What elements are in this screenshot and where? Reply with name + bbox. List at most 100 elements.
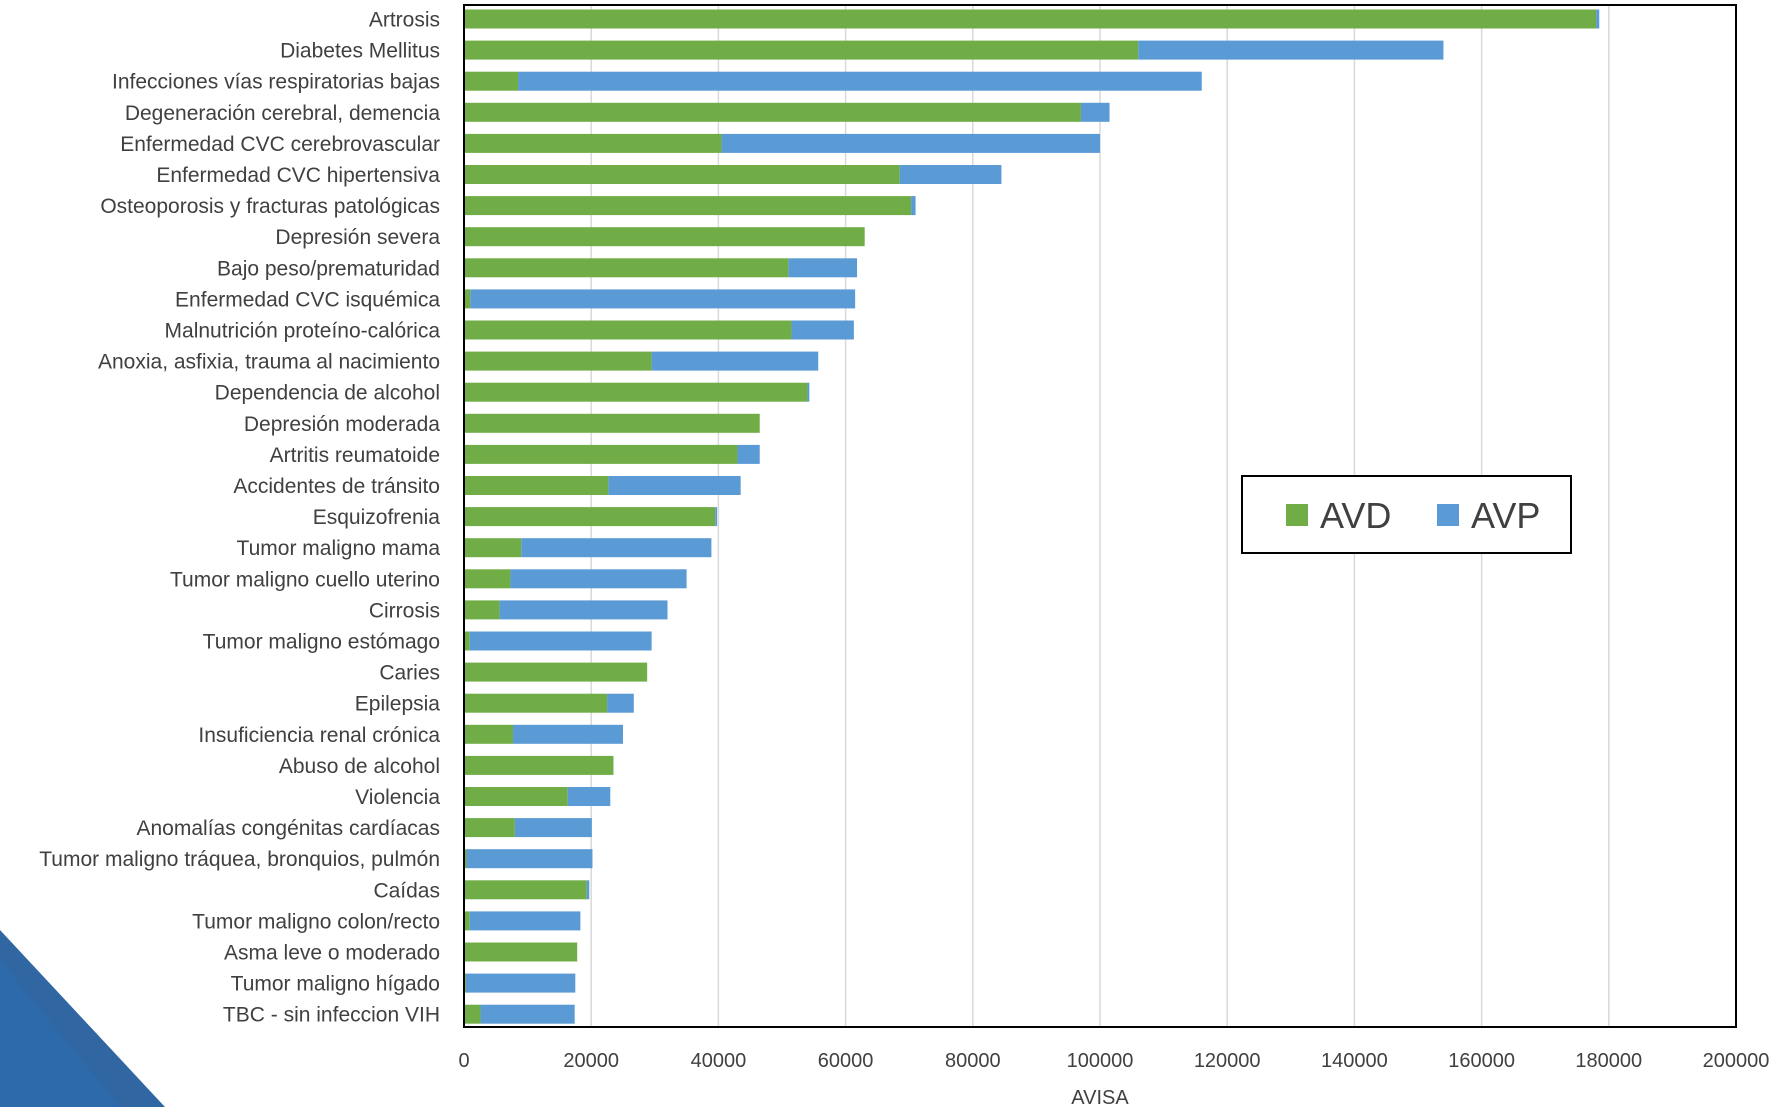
category-label: Degeneración cerebral, demencia	[125, 102, 441, 125]
x-tick-label: 160000	[1448, 1050, 1515, 1072]
category-label: Accidentes de tránsito	[233, 475, 440, 498]
category-label: Asma leve o moderado	[224, 942, 440, 965]
x-tick-label: 140000	[1321, 1050, 1388, 1072]
bar-segment-avd	[464, 351, 652, 371]
category-label: Tumor maligno hígado	[231, 973, 440, 996]
bar-segment-avd	[464, 755, 614, 775]
bar-segment-avp	[737, 444, 760, 464]
bar-segment-avd	[464, 818, 515, 838]
bar-segment-avd	[464, 413, 760, 433]
bar-segment-avp	[911, 196, 916, 216]
bar-segment-avd	[464, 787, 568, 806]
category-label: Diabetes Mellitus	[280, 40, 440, 63]
x-tick-label: 120000	[1194, 1050, 1261, 1072]
x-tick-label: 180000	[1575, 1050, 1642, 1072]
category-label: Infecciones vías respiratorias bajas	[112, 71, 440, 94]
category-label: Depresión moderada	[244, 413, 440, 436]
bar-segment-avd	[464, 538, 522, 558]
bar-segment-avd	[464, 289, 471, 309]
x-tick-label: 20000	[563, 1050, 619, 1072]
category-label: Anomalías congénitas cardíacas	[136, 817, 440, 840]
category-label: Tumor maligno tráquea, bronquios, pulmón	[39, 848, 440, 871]
category-label: Enfermedad CVC hipertensiva	[156, 164, 440, 187]
category-label: TBC - sin infeccion VIH	[223, 1004, 440, 1027]
bar-segment-avd	[464, 9, 1597, 29]
bar-segment-avp	[567, 787, 611, 806]
bar-segment-avd	[464, 444, 738, 464]
bar-segment-avd	[464, 227, 865, 247]
legend-swatch-avp	[1437, 504, 1459, 526]
category-label: Depresión severa	[275, 226, 440, 249]
bar-segment-avd	[464, 71, 519, 91]
bar-segment-avp	[807, 382, 810, 402]
bar-segment-avd	[464, 911, 470, 931]
legend: AVD AVP	[1241, 475, 1572, 554]
bars	[464, 9, 1600, 1024]
category-label: Caries	[379, 662, 440, 685]
category-label: Osteoporosis y fracturas patológicas	[100, 195, 440, 218]
bar-segment-avd	[464, 258, 789, 278]
category-label: Epilepsia	[355, 693, 441, 716]
bar-segment-avp	[1138, 40, 1444, 60]
bar-segment-avp	[469, 911, 581, 931]
bar-segment-avd	[464, 880, 587, 900]
category-label: Tumor maligno mama	[237, 537, 441, 560]
bar-segment-avp	[499, 600, 668, 620]
bar-segment-avd	[464, 40, 1139, 60]
legend-swatch-avd	[1286, 504, 1308, 526]
category-labels: Artrosis Diabetes Mellitus Infecciones vía…	[39, 9, 440, 1027]
bar-segment-avp	[715, 507, 718, 527]
legend-label-avp: AVP	[1471, 495, 1540, 536]
bar-segment-avd	[464, 1004, 481, 1024]
x-tick-label: 40000	[691, 1050, 747, 1072]
bar-segment-avp	[480, 1004, 575, 1024]
bar-segment-avp	[899, 165, 1002, 184]
bar-segment-avp	[788, 258, 858, 278]
bar-segment-avp	[510, 569, 687, 589]
category-label: Dependencia de alcohol	[215, 382, 440, 405]
bar-segment-avp	[518, 71, 1202, 91]
category-label: Violencia	[355, 786, 440, 809]
legend-label-avd: AVD	[1320, 495, 1391, 536]
x-tick-label: 100000	[1067, 1050, 1134, 1072]
category-label: Esquizofrenia	[313, 506, 441, 529]
bar-segment-avd	[464, 382, 808, 402]
plot-area-border	[463, 4, 1737, 1028]
x-tick-label: 0	[458, 1050, 469, 1072]
bar-segment-avd	[464, 693, 608, 713]
category-label: Abuso de alcohol	[279, 755, 440, 778]
x-tick-label: 60000	[818, 1050, 874, 1072]
bar-segment-avd	[464, 942, 578, 962]
bar-segment-avp	[607, 693, 634, 713]
x-axis-tick-labels: 0 20000 40000 60000 80000 100000 120000 140000 1…	[458, 1050, 1769, 1072]
category-label: Cirrosis	[369, 599, 440, 622]
category-label: Artritis reumatoide	[270, 444, 440, 467]
bar-segment-avd	[464, 600, 500, 620]
bar-segment-avd	[464, 507, 716, 527]
bar-segment-avd	[464, 165, 900, 184]
bar-segment-avp	[512, 724, 623, 744]
category-label: Bajo peso/prematuridad	[217, 257, 440, 280]
category-label: Insuficiencia renal crónica	[198, 724, 440, 747]
bar-segment-avd	[464, 102, 1081, 122]
bar-segment-avp	[465, 973, 576, 993]
bar-segment-avp	[586, 880, 590, 900]
bar-segment-avp	[721, 133, 1100, 153]
category-label: Tumor maligno cuello uterino	[170, 568, 440, 591]
bar-segment-avd	[464, 320, 792, 340]
x-axis-title: AVISA	[1071, 1087, 1129, 1107]
category-label: Caídas	[373, 879, 440, 902]
bar-segment-avp	[470, 289, 856, 309]
bar-segment-avp	[469, 631, 652, 651]
bar-segment-avd	[464, 569, 511, 589]
bar-segment-avd	[464, 849, 467, 869]
category-label: Enfermedad CVC isquémica	[175, 288, 440, 311]
category-label: Malnutrición proteíno-calórica	[165, 320, 441, 343]
category-label: Tumor maligno estómago	[203, 631, 440, 654]
bar-segment-avp	[651, 351, 819, 371]
category-label: Anoxia, asfixia, trauma al nacimiento	[98, 351, 440, 374]
bar-segment-avp	[608, 476, 741, 495]
bar-segment-avp	[1080, 102, 1110, 122]
